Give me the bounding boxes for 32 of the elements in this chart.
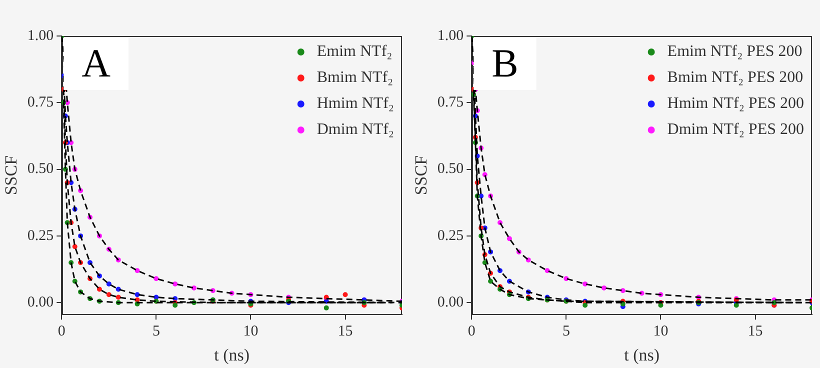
legend-label: Hmim NTf₂ PES 200 [667,95,804,112]
y-tick-label: 0.50 [437,161,464,178]
y-axis-title: SSCF [412,155,431,196]
x-tick-label: 5 [562,324,570,340]
x-axis-title: t (ns) [624,345,660,364]
y-tick-label: 0.75 [437,94,464,111]
y-tick-label: 0.00 [437,294,464,311]
legend-label: Hmim NTf₂ [316,95,394,112]
y-axis-title: SSCF [2,155,21,196]
x-tick-label: 0 [58,324,66,340]
annotation: A [82,40,111,86]
legend-label: Emim NTf₂ [316,43,392,60]
x-tick-label: 10 [653,324,668,340]
y-tick-label: 0.50 [27,161,54,178]
legend-label: Dmim NTf₂ [316,121,394,138]
x-tick-label: 10 [243,324,258,340]
y-tick-label: 0.00 [27,294,54,311]
legend-label: Bmim NTf₂ PES 200 [667,69,804,86]
y-tick-label: 0.25 [437,228,464,244]
x-tick-label: 15 [748,324,763,340]
x-tick-label: 5 [152,324,160,340]
x-tick-label: 15 [338,324,353,340]
legend-label: Bmim NTf₂ [316,69,394,86]
legend-label: Emim NTf₂ PES 200 [667,43,802,60]
y-tick-label: 1.00 [437,28,464,44]
y-tick-label: 0.25 [27,228,54,244]
x-tick-label: 0 [468,324,476,340]
annotation: B [492,40,518,86]
legend-label: Dmim NTf₂ PES 200 [667,121,804,138]
x-axis-title: t (ns) [214,345,250,364]
y-tick-label: 1.00 [27,28,54,44]
y-tick-label: 0.75 [27,94,54,111]
